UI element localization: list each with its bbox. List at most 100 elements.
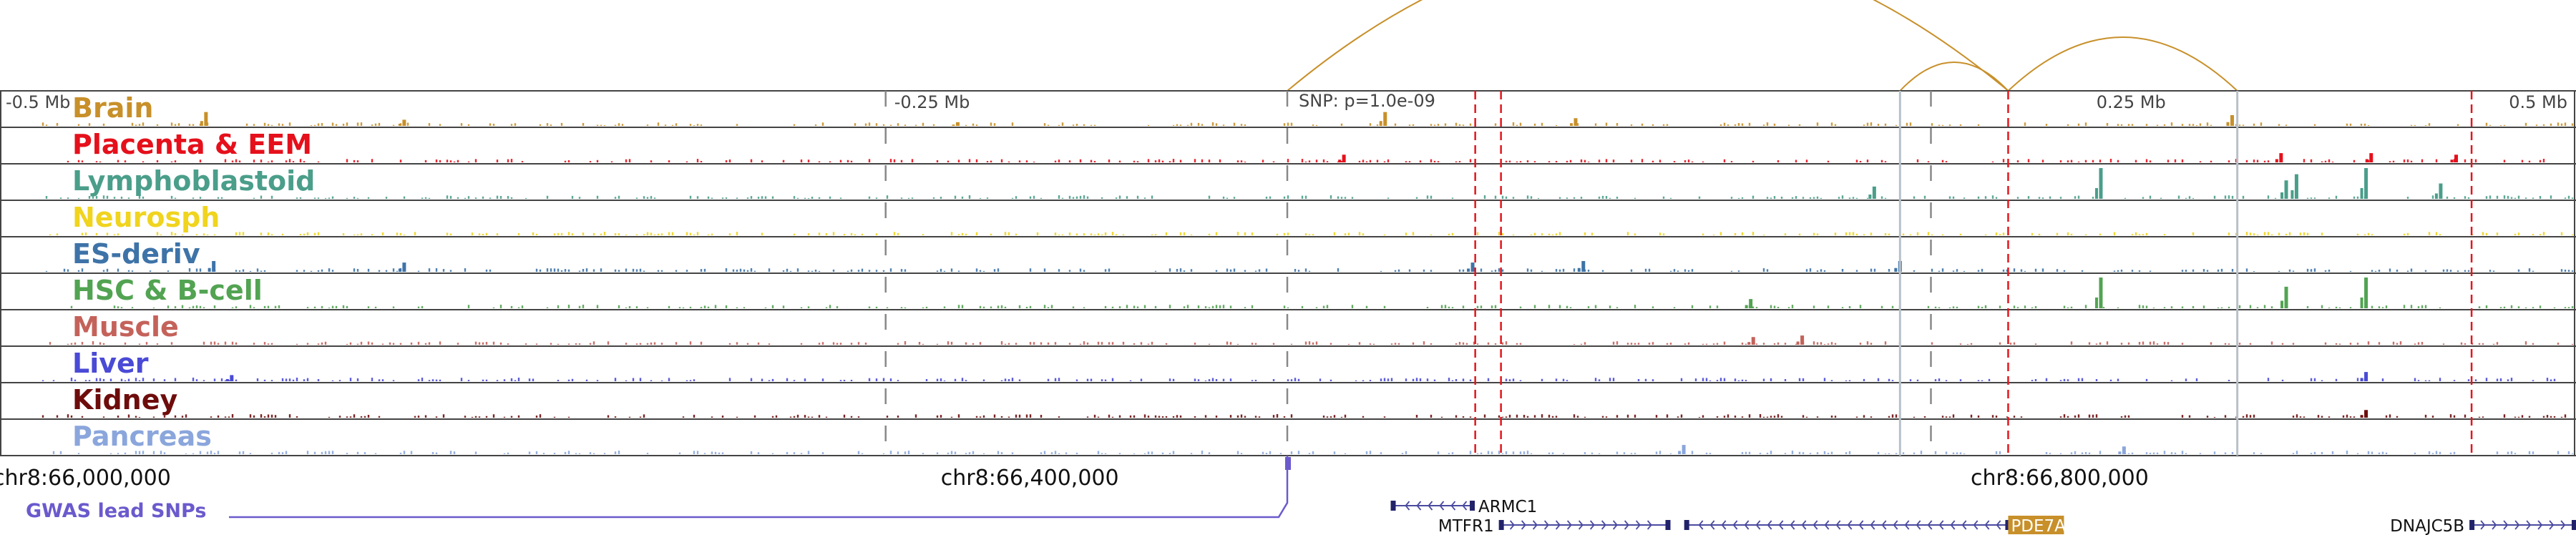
signal-peak-shoulder <box>2118 451 2122 454</box>
signal-background <box>42 414 2567 418</box>
signal-peak-shoulder <box>1338 159 1342 162</box>
signal-peak <box>1682 445 1686 454</box>
signal-peak <box>1800 335 1805 345</box>
snp-pvalue-label: SNP: p=1.0e-09 <box>1299 91 1435 111</box>
track-es-deriv <box>0 236 2576 272</box>
gene-exon-end <box>2572 520 2576 530</box>
signal-peak-shoulder <box>1796 341 1800 345</box>
signal-background <box>45 268 2574 272</box>
signal-background <box>70 305 2574 308</box>
signal-peak <box>212 260 216 272</box>
signal-peak <box>1751 337 1755 345</box>
gene-exon-start <box>1684 520 1689 530</box>
signal-peak-shoulder <box>1747 342 1751 345</box>
gene-label: DNAJC5B <box>2390 517 2464 536</box>
signal-peak <box>2099 278 2103 308</box>
gene-exon-start <box>1390 501 1396 511</box>
signal-peak <box>402 119 406 126</box>
gene-label-highlight <box>2008 516 2064 534</box>
signal-peak <box>2364 410 2368 418</box>
signal-peak-shoulder <box>2094 187 2098 199</box>
genomic-tick-label: chr8:66,400,000 <box>941 466 1119 491</box>
signal-peak <box>2439 183 2443 199</box>
gwas-track: GWAS lead SNPs <box>26 456 1291 522</box>
signal-background <box>42 122 2574 126</box>
signal-peak <box>2454 154 2458 162</box>
track-label-liver: Liver <box>72 348 149 379</box>
chromatin-loop-arc <box>1287 0 2009 92</box>
signal-peak <box>2099 168 2103 199</box>
gene-exon-end <box>2005 520 2011 530</box>
signal-peak <box>1342 154 1346 162</box>
signal-background <box>67 159 2545 162</box>
signal-peak-shoulder <box>2275 159 2278 162</box>
signal-peak <box>2364 372 2368 381</box>
signal-peak-shoulder <box>1868 194 1872 199</box>
signal-background <box>49 341 2574 345</box>
relative-tick-label: 0.5 Mb <box>2509 92 2567 112</box>
signal-peak-shoulder <box>398 123 401 126</box>
signal-peak <box>2279 153 2283 162</box>
signal-peak-shoulder <box>225 378 229 381</box>
relative-ticks: -0.5 Mb -0.25 Mb 0.25 Mb 0.5 Mb SNP: p=1.0e-… <box>6 91 2567 112</box>
signal-peak-shoulder <box>2290 190 2294 199</box>
track-label-kidney: Kidney <box>72 384 177 416</box>
gwas-snp-marker <box>1285 457 1291 470</box>
track-labels: Brain Placenta & EEM Lymphoblastoid Neurosp… <box>72 92 315 452</box>
signal-peak <box>1470 262 1475 272</box>
gene-dnajc5b: DNAJC5B <box>2390 517 2576 536</box>
signal-peak <box>2369 153 2373 162</box>
signal-peak-shoulder <box>1379 121 1382 126</box>
chromatin-loop-arc <box>2007 36 2238 92</box>
track-label-brain: Brain <box>72 92 153 124</box>
gene-armc1: ARMC1 <box>1390 498 1537 516</box>
signal-peak-shoulder <box>1745 305 1748 308</box>
track-label-es-deriv: ES-deriv <box>72 238 200 270</box>
gene-exon-start <box>2469 520 2475 530</box>
signal-peak-shoulder <box>1569 123 1573 126</box>
signal-peak-shoulder <box>2360 415 2363 418</box>
signal-peak-shoulder <box>398 268 401 272</box>
strand-arrows <box>2480 520 2566 530</box>
signal-peak-shoulder <box>2434 193 2438 199</box>
track-label-neurosph: Neurosph <box>72 202 220 233</box>
tissue-tracks <box>0 90 2576 456</box>
signal-peak <box>2284 286 2288 308</box>
signal-peak-shoulder <box>2365 159 2368 162</box>
track-kidney <box>0 382 2576 418</box>
gene-label: PDE7A <box>2011 517 2066 536</box>
gene-exon-end <box>1665 520 1671 530</box>
signal-peak <box>1383 112 1387 126</box>
genomic-axis: chr8:66,000,000 chr8:66,400,000 chr8:66,80… <box>0 466 2149 491</box>
signal-peak-shoulder <box>208 267 211 272</box>
signal-peak <box>1872 186 1876 199</box>
track-label-hsc-b-cell: HSC & B-cell <box>72 275 263 306</box>
signal-background <box>45 195 2574 199</box>
track-muscle <box>0 309 2576 345</box>
signal-peak <box>2122 446 2126 454</box>
gene-exon-end <box>1470 501 1475 511</box>
track-hsc-b-cell <box>0 273 2576 308</box>
signal-peak <box>1749 299 1753 308</box>
genomic-tick-label: chr8:66,000,000 <box>0 466 171 491</box>
signal-peak-shoulder <box>952 124 955 126</box>
signal-background <box>49 232 2574 235</box>
signal-peak-shoulder <box>2360 297 2363 308</box>
signal-peak <box>1581 260 1586 272</box>
strand-arrows <box>1698 520 2001 530</box>
signal-peak-shoulder <box>2280 300 2284 308</box>
signal-peak <box>2364 278 2368 308</box>
track-lymphoblastoid <box>0 163 2576 199</box>
signal-peak <box>955 122 960 126</box>
signal-peak <box>2284 180 2288 199</box>
gwas-connector <box>229 456 1289 519</box>
relative-tick-label: -0.5 Mb <box>6 92 70 112</box>
chromatin-loops <box>1287 0 2238 92</box>
signal-peak-shoulder <box>2280 192 2284 199</box>
signal-peak <box>1574 118 1578 126</box>
signal-peak-shoulder <box>1467 268 1470 272</box>
signal-peak-shoulder <box>2450 159 2454 162</box>
signal-peak-shoulder <box>1678 451 1682 454</box>
